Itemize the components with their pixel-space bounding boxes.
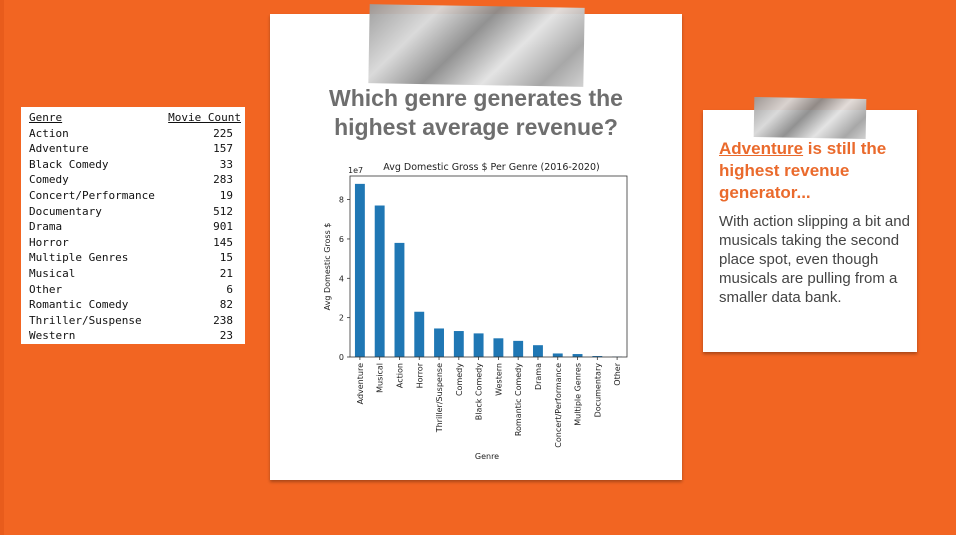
table-cell-count: 21 — [219, 266, 233, 280]
y-tick-label: 6 — [339, 235, 344, 244]
bar — [354, 183, 365, 357]
table-cell-genre: Thriller/Suspense — [29, 313, 142, 327]
table-cell-genre: Comedy — [29, 173, 69, 187]
table-cell-genre: Horror — [29, 235, 69, 249]
table-cell-count: 225 — [213, 126, 233, 140]
y-tick-label: 4 — [339, 274, 344, 283]
table-row: Horror 145 — [29, 235, 241, 251]
bar — [493, 338, 504, 357]
table-row: Musical 21 — [29, 266, 241, 282]
table-row: Documentary 512 — [29, 204, 241, 220]
y-tick-label: 0 — [339, 353, 344, 362]
table-header: Genre Movie Count — [29, 110, 241, 126]
x-tick-label: Western — [494, 363, 503, 396]
table-cell-genre: Drama — [29, 220, 63, 234]
x-tick-label: Thriller/Suspense — [435, 363, 444, 433]
table-cell-count: 157 — [213, 142, 233, 156]
table-cell-genre: Romantic Comedy — [29, 298, 129, 312]
bar — [513, 340, 524, 357]
table-row: Other 6 — [29, 282, 241, 298]
table-cell-count: 23 — [219, 329, 233, 343]
y-scale-label: 1e7 — [348, 166, 363, 175]
bar — [414, 311, 425, 357]
note-card: Adventure is still the highest revenue g… — [703, 110, 917, 352]
table-cell-count: 82 — [219, 298, 233, 312]
y-tick-label: 2 — [339, 314, 344, 323]
bar — [552, 353, 563, 357]
chart-title: Avg Domestic Gross $ Per Genre (2016-202… — [383, 162, 599, 173]
table-cell-genre: Other — [29, 282, 63, 296]
bar — [434, 328, 444, 357]
x-tick-label: Romantic Comedy — [514, 363, 523, 436]
x-tick-label: Concert/Performance — [554, 363, 563, 448]
table-row: Action 225 — [29, 126, 241, 142]
table-cell-genre: Musical — [29, 266, 76, 280]
slide-edge — [0, 0, 4, 535]
y-axis-label: Avg Domestic Gross $ — [323, 223, 332, 311]
table-cell-count: 19 — [219, 188, 233, 202]
table-row: Romantic Comedy 82 — [29, 297, 241, 313]
table-row: Adventure 157 — [29, 141, 241, 157]
bar — [453, 331, 464, 357]
x-axis-label: Genre — [475, 452, 499, 461]
x-tick-label: Other — [613, 362, 622, 385]
genre-count-table: Genre Movie Count Action 225 Adventure 157 B… — [29, 110, 241, 344]
table-cell-genre: Action — [29, 126, 69, 140]
tape-decoration — [368, 4, 585, 87]
slide-title-line2: highest average revenue? — [334, 114, 618, 140]
table-cell-count: 238 — [213, 313, 233, 327]
table-cell-genre: Concert/Performance — [29, 188, 155, 202]
slide-title-line1: Which genre generates the — [329, 85, 623, 111]
table-row: Black Comedy 33 — [29, 157, 241, 173]
bar — [572, 354, 583, 357]
table-cell-genre: Multiple Genres — [29, 251, 129, 265]
table-row: Thriller/Suspense 238 — [29, 313, 241, 329]
table-header-genre: Genre — [29, 111, 63, 124]
table-cell-count: 283 — [213, 173, 233, 187]
note-highlight: Adventure — [719, 139, 804, 158]
chart-card: Which genre generates the highest averag… — [270, 14, 682, 480]
table-cell-genre: Black Comedy — [29, 157, 109, 171]
bar-chart: 0 2 4 6 8 1e7 Avg Domestic Gross $ Per Genre (… — [323, 162, 628, 461]
plot-frame — [349, 175, 628, 358]
x-tick-label: Documentary — [593, 363, 602, 418]
x-tick-label: Drama — [534, 363, 543, 390]
table-row: Multiple Genres 15 — [29, 250, 241, 266]
x-tick-label: Multiple Genres — [574, 363, 583, 426]
x-tick-label: Comedy — [455, 363, 464, 396]
note-body: With action slipping a bit and musicals … — [719, 213, 910, 306]
table-cell-genre: Documentary — [29, 204, 102, 218]
table-row: Concert/Performance 19 — [29, 188, 241, 204]
table-cell-count: 145 — [213, 235, 233, 249]
table-cell-count: 15 — [219, 251, 233, 265]
bar — [533, 345, 543, 357]
bar — [394, 242, 405, 357]
bar — [374, 205, 385, 357]
x-tick-label: Action — [395, 363, 404, 388]
table-row: Comedy 283 — [29, 172, 241, 188]
table-cell-count: 33 — [219, 157, 233, 171]
table-cell-genre: Western — [29, 329, 76, 343]
note-heading: Adventure is still the highest revenue g… — [719, 138, 914, 204]
genre-count-table-card: Genre Movie Count Action 225 Adventure 157 B… — [21, 107, 245, 344]
x-tick-label: Adventure — [356, 363, 365, 404]
table-row: Western 23 — [29, 328, 241, 344]
table-cell-count: 6 — [226, 282, 233, 296]
table-cell-genre: Adventure — [29, 142, 89, 156]
table-cell-count: 901 — [213, 220, 233, 234]
table-cell-count: 512 — [213, 204, 233, 218]
table-row: Drama 901 — [29, 219, 241, 235]
slide-title: Which genre generates the highest averag… — [270, 84, 682, 142]
tape-decoration-small — [753, 97, 867, 139]
x-tick-label: Black Comedy — [475, 363, 484, 420]
x-tick-label: Musical — [376, 363, 385, 393]
x-tick-label: Horror — [415, 362, 424, 388]
bar — [592, 356, 603, 357]
y-tick-label: 8 — [339, 196, 344, 205]
bar — [473, 333, 484, 357]
table-header-count: Movie Count — [168, 111, 241, 124]
note-heading-rest: is still the highest revenue generator..… — [719, 139, 887, 202]
